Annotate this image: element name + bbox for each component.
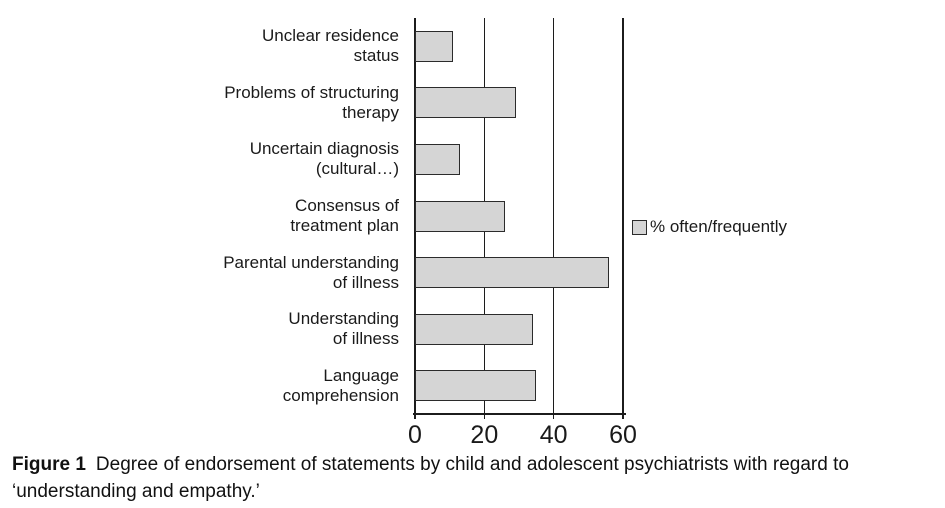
x-tick (552, 414, 555, 419)
x-tick-label: 60 (609, 421, 637, 449)
category-label: Problems of structuring therapy (224, 82, 399, 122)
bar (415, 143, 461, 175)
x-tick (414, 414, 416, 419)
x-tick (622, 414, 624, 419)
x-tick (483, 414, 486, 419)
bar (415, 200, 506, 232)
category-label: Uncertain diagnosis (cultural…) (249, 139, 399, 179)
bar (415, 30, 454, 62)
caption-text: Degree of endorsement of statements by c… (12, 454, 849, 502)
category-axis-labels: Unclear residence status Problems of stru… (0, 18, 407, 414)
category-label: Language comprehension (282, 365, 399, 405)
plot-area (414, 18, 624, 414)
bar (415, 87, 516, 119)
legend-label: % often/frequently (650, 217, 788, 236)
figure-caption: Figure 1 Degree of endorsement of stateme… (12, 452, 936, 506)
bar (415, 313, 533, 345)
gridline-x-60 (622, 18, 624, 414)
x-tick-label: 40 (539, 421, 568, 449)
x-tick-label: 0 (408, 421, 422, 449)
gridline-x-40 (552, 18, 555, 414)
category-label: Unclear residence status (261, 26, 399, 66)
x-axis-line (413, 413, 626, 415)
category-label: Understanding of illness (288, 309, 399, 349)
legend-swatch-icon (632, 219, 647, 235)
legend: % often/frequently (632, 217, 787, 237)
caption-figure-number: Figure 1 (12, 454, 86, 475)
category-label: Consensus of treatment plan (290, 195, 399, 235)
bar (415, 370, 537, 402)
x-tick-label: 20 (470, 421, 499, 449)
category-label: Parental understanding of illness (223, 252, 399, 292)
bar (415, 257, 610, 289)
